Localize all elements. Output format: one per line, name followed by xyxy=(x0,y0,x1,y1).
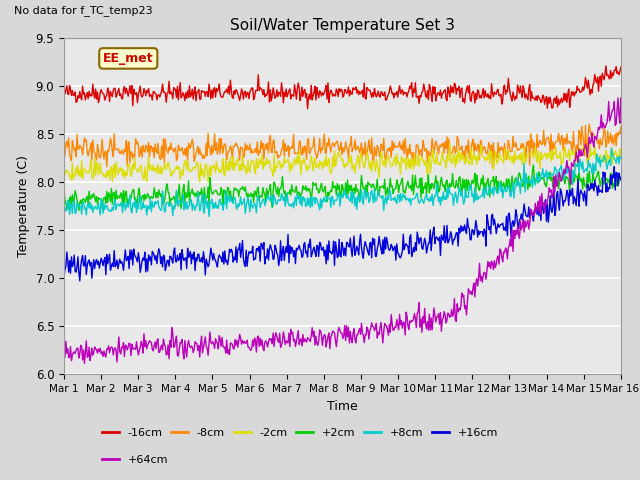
Text: No data for f_TC_temp23: No data for f_TC_temp23 xyxy=(14,5,152,16)
Y-axis label: Temperature (C): Temperature (C) xyxy=(17,156,30,257)
Legend: +64cm: +64cm xyxy=(97,451,172,469)
Text: EE_met: EE_met xyxy=(103,52,154,65)
X-axis label: Time: Time xyxy=(327,400,358,413)
Title: Soil/Water Temperature Set 3: Soil/Water Temperature Set 3 xyxy=(230,18,455,33)
